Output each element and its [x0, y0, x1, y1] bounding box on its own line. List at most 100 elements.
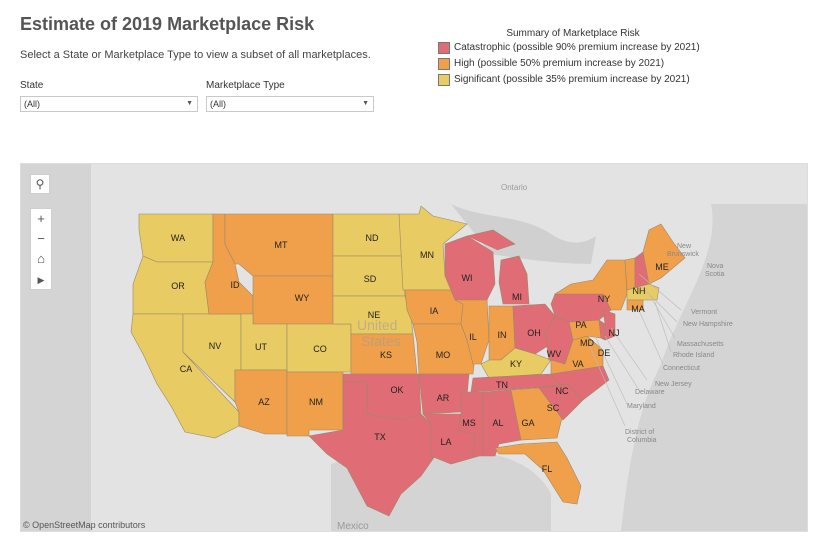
state-label-MO: MO: [436, 350, 451, 360]
state-label-DE: DE: [598, 348, 611, 358]
maryland-label: Maryland: [627, 403, 656, 410]
marketplace-type-filter-dropdown[interactable]: (All) ▼: [206, 96, 374, 112]
ontario-label: Ontario: [501, 183, 528, 192]
search-icon: ⚲: [35, 177, 45, 191]
state-label-NH: NH: [633, 286, 646, 296]
state-filter-value: (All): [24, 99, 40, 109]
marketplace-type-filter-label: Marketplace Type: [206, 80, 285, 91]
map-search-button[interactable]: ⚲: [30, 174, 50, 194]
zoom-out-button[interactable]: −: [31, 229, 51, 249]
dc-label-2: Columbia: [627, 437, 657, 444]
state-label-NJ: NJ: [609, 328, 620, 338]
state-VA[interactable]: [550, 335, 604, 375]
state-NJ[interactable]: [602, 309, 616, 341]
legend-swatch: [438, 58, 450, 70]
state-label-AR: AR: [437, 393, 450, 403]
state-NM[interactable]: [286, 371, 344, 437]
state-label-OR: OR: [171, 281, 185, 291]
state-label-UT: UT: [255, 342, 267, 352]
state-label-WA: WA: [171, 233, 185, 243]
state-label-OH: OH: [527, 328, 541, 338]
risk-legend: Summary of Marketplace Risk Catastrophic…: [438, 28, 708, 90]
state-filter-label: State: [20, 80, 44, 91]
legend-item-catastrophic[interactable]: Catastrophic (possible 90% premium incre…: [438, 42, 708, 58]
state-NC[interactable]: [538, 365, 610, 401]
legend-swatch: [438, 42, 450, 54]
delaware-label: Delaware: [635, 389, 665, 396]
legend-item-label: High (possible 50% premium increase by 2…: [454, 58, 665, 69]
state-label-AZ: AZ: [258, 397, 270, 407]
home-icon: ⌂: [37, 251, 45, 266]
map-attribution: © OpenStreetMap contributors: [23, 520, 146, 530]
state-label-NM: NM: [309, 397, 323, 407]
reset-view-button[interactable]: ⌂: [31, 249, 51, 269]
state-label-GA: GA: [521, 418, 534, 428]
map-zoom-controls: + − ⌂ ▶: [30, 208, 52, 290]
state-MI[interactable]: [466, 229, 530, 305]
state-label-LA: LA: [440, 437, 451, 447]
legend-item-high[interactable]: High (possible 50% premium increase by 2…: [438, 58, 708, 74]
state-label-NY: NY: [598, 294, 611, 304]
nova-scotia-label-1: Nova: [707, 263, 723, 270]
chevron-down-icon: ▼: [186, 100, 193, 107]
state-label-MA: MA: [631, 304, 645, 314]
connecticut-label: Connecticut: [663, 365, 700, 372]
state-label-MN: MN: [420, 250, 434, 260]
map-canvas[interactable]: Ontario United States Mexico New Brunswi…: [21, 164, 807, 531]
state-label-MS: MS: [462, 418, 476, 428]
state-WY[interactable]: [252, 275, 334, 325]
state-filter-dropdown[interactable]: (All) ▼: [20, 96, 198, 112]
marketplace-type-filter-value: (All): [210, 99, 226, 109]
new-hampshire-label: New Hampshire: [683, 321, 733, 328]
legend-title: Summary of Marketplace Risk: [506, 28, 640, 39]
state-label-NE: NE: [368, 310, 381, 320]
state-label-CA: CA: [180, 364, 193, 374]
legend-swatch: [438, 74, 450, 86]
state-label-MI: MI: [512, 292, 522, 302]
state-label-NC: NC: [556, 386, 569, 396]
state-label-ME: ME: [655, 262, 669, 272]
state-label-TX: TX: [374, 432, 386, 442]
state-TX[interactable]: [308, 381, 436, 517]
new-jersey-label: New Jersey: [655, 381, 692, 388]
minus-icon: −: [37, 231, 45, 246]
state-IL[interactable]: [454, 299, 490, 365]
state-FL[interactable]: [494, 441, 582, 505]
state-label-SC: SC: [547, 403, 560, 413]
state-label-FL: FL: [542, 464, 553, 474]
dc-label-1: District of: [625, 429, 654, 436]
legend-item-label: Significant (possible 35% premium increa…: [454, 74, 690, 85]
state-label-PA: PA: [575, 320, 586, 330]
state-label-KS: KS: [380, 350, 392, 360]
atlantic-ocean: [621, 204, 807, 531]
nova-scotia-label-2: Scotia: [705, 271, 725, 278]
state-label-CO: CO: [313, 344, 327, 354]
legend-item-significant[interactable]: Significant (possible 35% premium increa…: [438, 74, 708, 90]
legend-item-label: Catastrophic (possible 90% premium incre…: [454, 42, 700, 53]
state-label-ID: ID: [231, 280, 241, 290]
state-label-TN: TN: [496, 380, 508, 390]
page-title: Estimate of 2019 Marketplace Risk: [20, 14, 315, 34]
expand-toolbar-button[interactable]: ▶: [31, 269, 51, 289]
state-label-IL: IL: [469, 332, 477, 342]
new-brunswick-label-1: New: [677, 243, 692, 250]
state-ME[interactable]: [642, 223, 686, 285]
play-icon: ▶: [37, 275, 45, 285]
state-label-MT: MT: [275, 240, 288, 250]
zoom-in-button[interactable]: +: [31, 209, 51, 229]
united-label: United: [357, 317, 397, 333]
state-label-AL: AL: [492, 418, 503, 428]
state-label-KY: KY: [510, 359, 522, 369]
state-label-WV: WV: [547, 349, 562, 359]
state-label-ND: ND: [366, 233, 379, 243]
vermont-label: Vermont: [691, 309, 717, 316]
state-WI[interactable]: [444, 235, 496, 301]
page-subtitle: Select a State or Marketplace Type to vi…: [20, 49, 371, 61]
map-view[interactable]: Ontario United States Mexico New Brunswi…: [20, 163, 808, 532]
rhode-island-label: Rhode Island: [673, 352, 714, 359]
state-label-VA: VA: [572, 359, 583, 369]
state-label-WY: WY: [295, 293, 310, 303]
state-label-NV: NV: [209, 341, 222, 351]
state-CT[interactable]: [626, 299, 644, 311]
plus-icon: +: [37, 211, 45, 226]
